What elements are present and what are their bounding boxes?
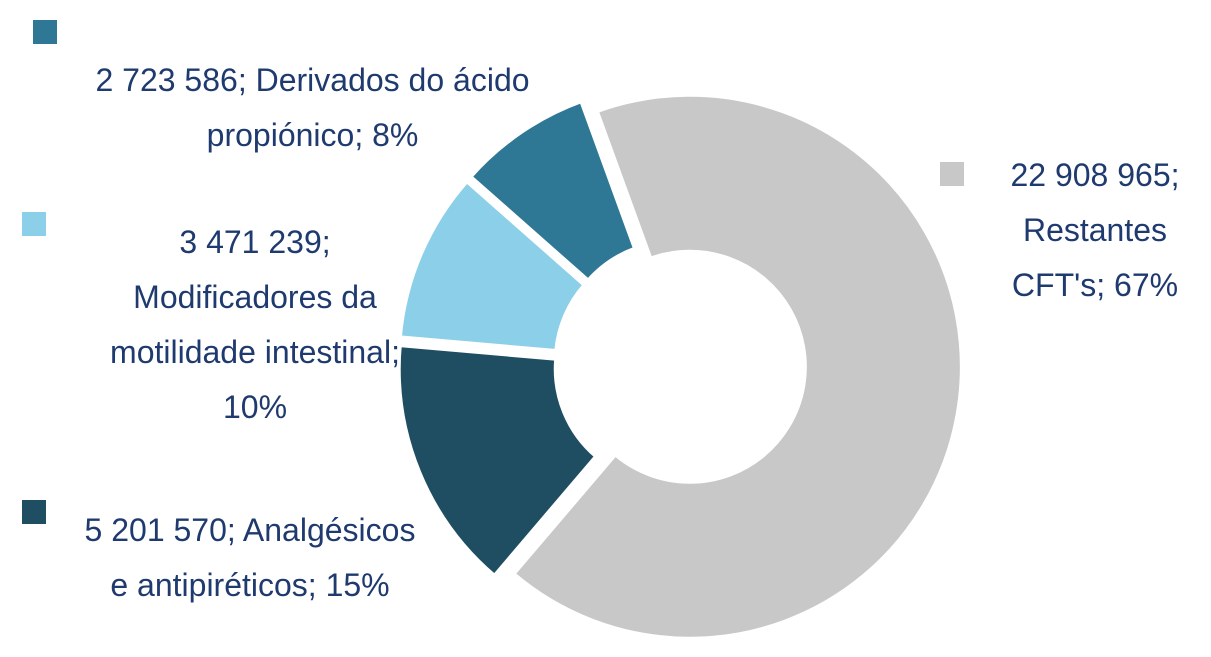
donut-slice — [467, 98, 638, 284]
legend-key — [22, 500, 46, 524]
data-label: 5 201 570; Analgésicos e antipiréticos; … — [84, 512, 416, 603]
data-label: 22 908 965; Restantes CFT's; 67% — [1010, 157, 1180, 303]
data-label: 3 471 239; Modificadores da motilidade i… — [110, 224, 400, 425]
legend-key — [940, 162, 964, 186]
legend-key — [22, 212, 46, 236]
legend-key — [33, 20, 57, 44]
data-label: 2 723 586; Derivados do ácido propiónico… — [95, 62, 530, 153]
donut-slice — [396, 342, 600, 579]
donut-slice — [510, 92, 964, 641]
donut-slice — [397, 178, 588, 354]
